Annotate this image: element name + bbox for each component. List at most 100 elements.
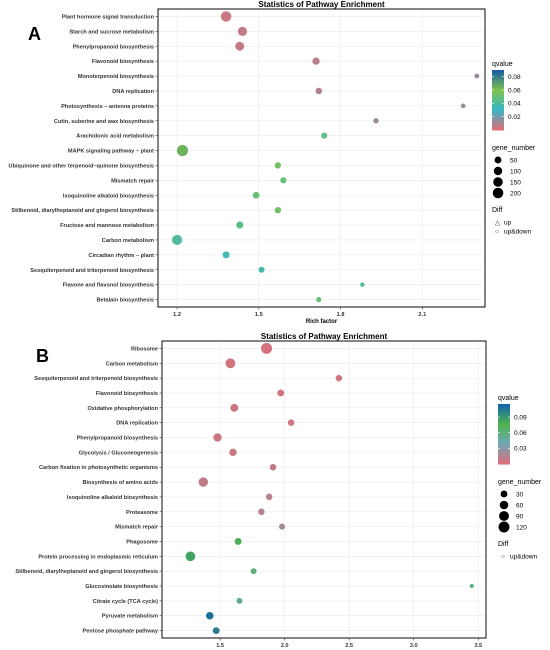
legend-size-label: 60 [516,502,524,509]
legend-size-label: 150 [510,179,521,186]
legend-size-label: 200 [510,190,521,197]
y-tick-label: Isoquinoline alkaloid biosynthesis [63,193,154,199]
legend-colorbar-segment [492,80,504,83]
y-tick-label: Sesquiterpenoid and triterpenoid biosynt… [30,268,154,274]
y-tick-label: DNA replication [116,421,158,427]
plot-frame [157,8,486,308]
legend-colorbar-segment [498,418,510,421]
legend-colorbar-label: 0.09 [514,414,527,421]
legend-colorbar-segment [498,414,510,417]
chart-panel-b: Statistics of Pathway Enrichment B Ribosom… [15,332,542,649]
legend-colorbar-label: 0.06 [508,87,521,94]
legend-shape-label: up&down [504,228,531,235]
legend-colorbar-segment [498,428,510,431]
legend-colorbar-segment [492,88,504,91]
y-tick-label: Monoterpenoid biosynthesis [78,74,154,80]
legend-colorbar-segment [498,416,510,419]
data-point [225,358,236,369]
legend-shape-label: up&down [510,553,537,560]
data-point [198,477,209,487]
legend-colorbar-segment [498,412,510,415]
legend-colorbar-segment [492,98,504,101]
x-tick-label: 1.5 [216,643,224,649]
legend-colorbar-segment [492,128,504,131]
legend-colorbar-segment [498,422,510,425]
data-point [213,433,222,442]
y-tick-label: Betalain biosynthesis [96,298,154,304]
y-tick-label: Arachidonic acid metabolism [76,134,154,140]
y-tick-label: Glycolysis / Gluconeogenesis [79,450,158,456]
legend-colorbar-label: 0.08 [508,74,521,81]
legend-size-label: 30 [516,491,524,498]
data-point [229,448,237,457]
data-point [206,611,214,620]
legend-colorbar-segment [492,100,504,103]
legend-colorbar-segment [498,420,510,423]
legend-colorbar-segment [498,426,510,429]
legend-colorbar-segment [498,410,510,413]
y-tick-label: Proteasome [126,510,158,516]
data-point [235,41,245,51]
y-tick-label: Mismatch repair [115,525,159,531]
legend-shape-symbol: ○ [495,228,499,235]
legend-colorbar-segment [492,108,504,111]
legend-colorbar-segment [492,110,504,113]
data-point [212,627,220,634]
y-tick-label: Glucosinolate biosynthesis [85,584,158,590]
x-tick-label: 2.5 [345,643,353,649]
legend-colorbar-segment [492,94,504,97]
y-tick-label: Flavonoid biosynthesis [96,391,158,397]
legend-colorbar-segment [498,440,510,443]
legend-colorbar-segment [492,106,504,109]
y-tick-label: Stilbenoid, diarylheptanoid and gingerol… [11,208,154,214]
data-point [360,282,365,287]
data-point [234,538,242,545]
data-point [335,374,343,382]
legend-colorbar-segment [492,92,504,95]
legend-size-point [492,187,504,199]
data-point [469,583,474,589]
legend-title-qvalue: qvalue [498,395,519,402]
y-tick-label: Flavonoid biosynthesis [92,59,154,65]
data-point [315,87,323,95]
legend-colorbar-segment [498,458,510,461]
y-tick-label: Pyruvate metabolism [102,614,158,620]
legend-colorbar-segment [498,434,510,437]
data-point [230,403,239,412]
data-point [222,251,230,259]
legend-size-label: 120 [516,524,527,531]
y-tick-label: DNA replication [112,89,154,95]
legend-title-diff: Diff [498,541,508,548]
y-tick-label: Sesquiterpenoid and triterpenoid biosynt… [34,376,158,382]
legend-colorbar-segment [498,430,510,433]
data-point [220,11,232,22]
y-tick-label: Photosynthesis – antenna proteins [61,104,154,110]
y-tick-label: Protein processing in endoplasmic reticu… [38,554,158,560]
legend: qvalue 0.08 0.06 0.04 0.02 gene_number 50 100 15… [492,61,536,235]
data-point [321,132,328,139]
legend-colorbar-segment [492,112,504,115]
legend-colorbar-segment [498,406,510,409]
y-tick-label: Starch and sucrose metabolism [69,29,154,35]
data-point [312,57,320,65]
data-point [287,419,295,426]
legend-colorbar-segment [492,90,504,93]
chart-title: Statistics of Pathway Enrichment [258,0,385,9]
legend-colorbar-segment [492,116,504,119]
legend-colorbar-segment [498,452,510,455]
legend-size-point [498,521,510,533]
legend-colorbar-segment [492,114,504,117]
x-tick-label: 2.1 [418,312,426,318]
chart-title: Statistics of Pathway Enrichment [261,332,388,341]
plot-area [157,8,486,308]
data-point [265,493,273,501]
legend-colorbar-segment [498,432,510,435]
legend-colorbar-segment [492,76,504,79]
legend-colorbar-segment [498,460,510,463]
legend-size-point [493,166,503,176]
legend-colorbar-segment [498,424,510,427]
data-point [278,523,286,530]
legend-colorbar-segment [498,450,510,453]
legend-colorbar-segment [492,86,504,89]
y-tick-label: Fructose and mannose metabolism [60,223,154,229]
